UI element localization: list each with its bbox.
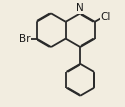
Text: Br: Br xyxy=(19,34,30,44)
Text: N: N xyxy=(76,3,84,13)
Text: Cl: Cl xyxy=(101,12,111,22)
